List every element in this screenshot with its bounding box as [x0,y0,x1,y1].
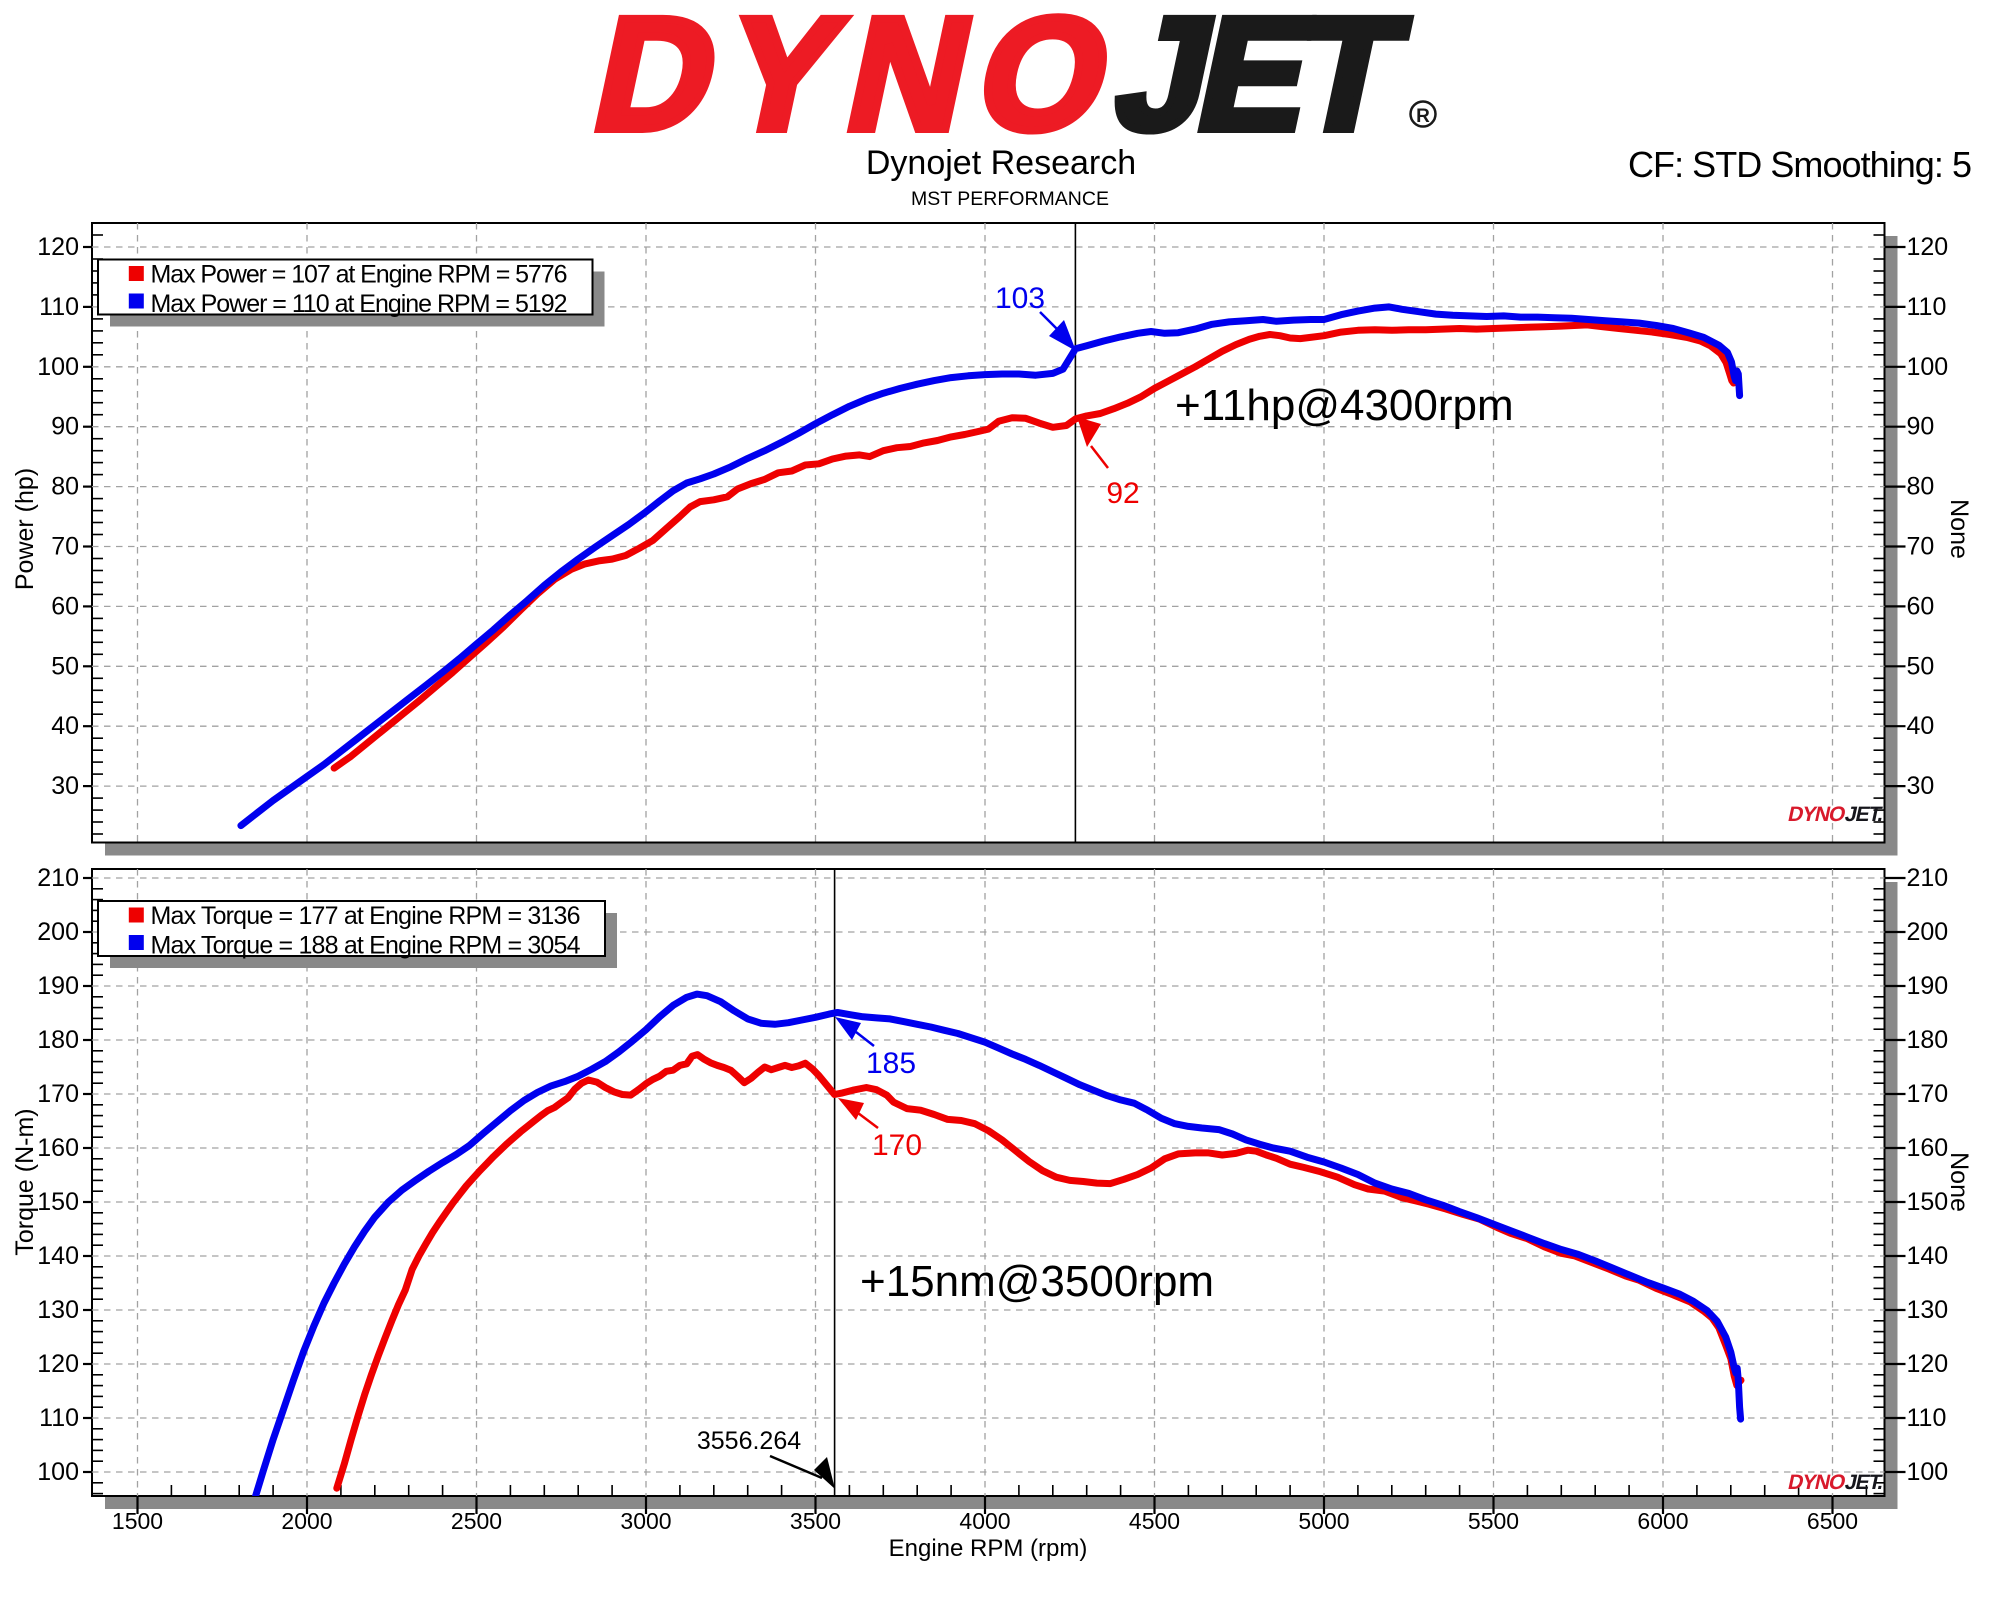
svg-text:Max Torque = 188 at Engine RPM: Max Torque = 188 at Engine RPM = 3054 [151,932,581,960]
svg-text:103: 103 [995,282,1045,315]
svg-text:40: 40 [51,712,79,740]
svg-text:5500: 5500 [1468,1508,1519,1534]
svg-text:JET: JET [1103,0,1419,164]
svg-text:160: 160 [37,1134,79,1162]
svg-text:190: 190 [1907,972,1949,1000]
svg-text:3556.264: 3556.264 [697,1427,801,1455]
svg-text:1500: 1500 [112,1508,163,1534]
svg-text:30: 30 [1907,772,1935,800]
svg-text:70: 70 [51,533,79,561]
svg-text:30: 30 [51,772,79,800]
svg-text:50: 50 [1907,652,1935,680]
svg-text:70: 70 [1907,533,1935,561]
svg-text:+11hp@4300rpm: +11hp@4300rpm [1175,381,1514,430]
svg-text:110: 110 [1907,1404,1947,1432]
svg-text:120: 120 [1907,233,1949,261]
svg-text:R: R [1416,106,1430,127]
svg-text:130: 130 [1907,1296,1949,1324]
svg-text:120: 120 [37,1350,79,1378]
svg-text:CF: STD Smoothing: 5: CF: STD Smoothing: 5 [1628,144,1972,185]
svg-text:180: 180 [1907,1026,1949,1054]
svg-text:40: 40 [1907,712,1935,740]
svg-text:60: 60 [1907,592,1935,620]
svg-text:160: 160 [1907,1134,1949,1162]
svg-text:170: 170 [1907,1080,1949,1108]
svg-text:Max Power = 107 at Engine RPM: Max Power = 107 at Engine RPM = 5776 [151,261,568,289]
svg-text:200: 200 [1907,918,1949,946]
svg-text:140: 140 [37,1242,79,1270]
svg-text:150: 150 [37,1188,79,1216]
svg-text:Torque (N-m): Torque (N-m) [11,1108,39,1255]
svg-text:6500: 6500 [1807,1508,1858,1534]
svg-text:JET.: JET. [1843,803,1885,826]
svg-text:+15nm@3500rpm: +15nm@3500rpm [860,1257,1214,1306]
svg-text:Dynojet Research: Dynojet Research [866,144,1136,182]
svg-text:50: 50 [51,652,79,680]
svg-text:120: 120 [37,233,79,261]
svg-text:DYNO: DYNO [1786,803,1847,826]
svg-text:Power (hp): Power (hp) [11,468,39,590]
svg-text:Max Torque = 177 at Engine RPM: Max Torque = 177 at Engine RPM = 3136 [151,902,581,930]
svg-text:80: 80 [51,473,79,501]
svg-text:6000: 6000 [1637,1508,1688,1534]
svg-text:100: 100 [37,1458,79,1486]
svg-text:None: None [1945,499,1973,559]
svg-text:5000: 5000 [1298,1508,1349,1534]
svg-text:110: 110 [39,1404,79,1432]
svg-text:190: 190 [37,972,79,1000]
svg-text:140: 140 [1907,1242,1949,1270]
svg-text:200: 200 [37,918,79,946]
svg-text:4500: 4500 [1129,1508,1180,1534]
svg-text:185: 185 [866,1047,916,1080]
svg-text:None: None [1945,1152,1973,1212]
svg-text:3500: 3500 [790,1508,841,1534]
svg-text:110: 110 [1907,293,1947,321]
svg-text:90: 90 [51,413,79,441]
svg-text:80: 80 [1907,473,1935,501]
svg-text:210: 210 [37,864,79,892]
svg-text:MST PERFORMANCE: MST PERFORMANCE [911,188,1109,210]
svg-text:2000: 2000 [281,1508,332,1534]
svg-text:100: 100 [1907,1458,1949,1486]
svg-text:120: 120 [1907,1350,1949,1378]
svg-text:3000: 3000 [620,1508,671,1534]
svg-text:Max Power = 110 at Engine RPM: Max Power = 110 at Engine RPM = 5192 [151,290,568,318]
svg-text:100: 100 [1907,353,1949,381]
svg-text:92: 92 [1106,477,1139,510]
svg-text:JET.: JET. [1843,1471,1885,1494]
svg-text:DYNO: DYNO [1786,1471,1847,1494]
svg-text:180: 180 [37,1026,79,1054]
svg-text:4000: 4000 [959,1508,1010,1534]
svg-text:90: 90 [1907,413,1935,441]
svg-text:170: 170 [872,1129,922,1162]
svg-text:210: 210 [1907,864,1949,892]
svg-text:110: 110 [39,293,79,321]
svg-text:130: 130 [37,1296,79,1324]
svg-text:2500: 2500 [451,1508,502,1534]
svg-text:100: 100 [37,353,79,381]
svg-text:150: 150 [1907,1188,1949,1216]
svg-text:170: 170 [37,1080,79,1108]
svg-text:Engine RPM (rpm): Engine RPM (rpm) [889,1535,1088,1562]
svg-text:60: 60 [51,592,79,620]
